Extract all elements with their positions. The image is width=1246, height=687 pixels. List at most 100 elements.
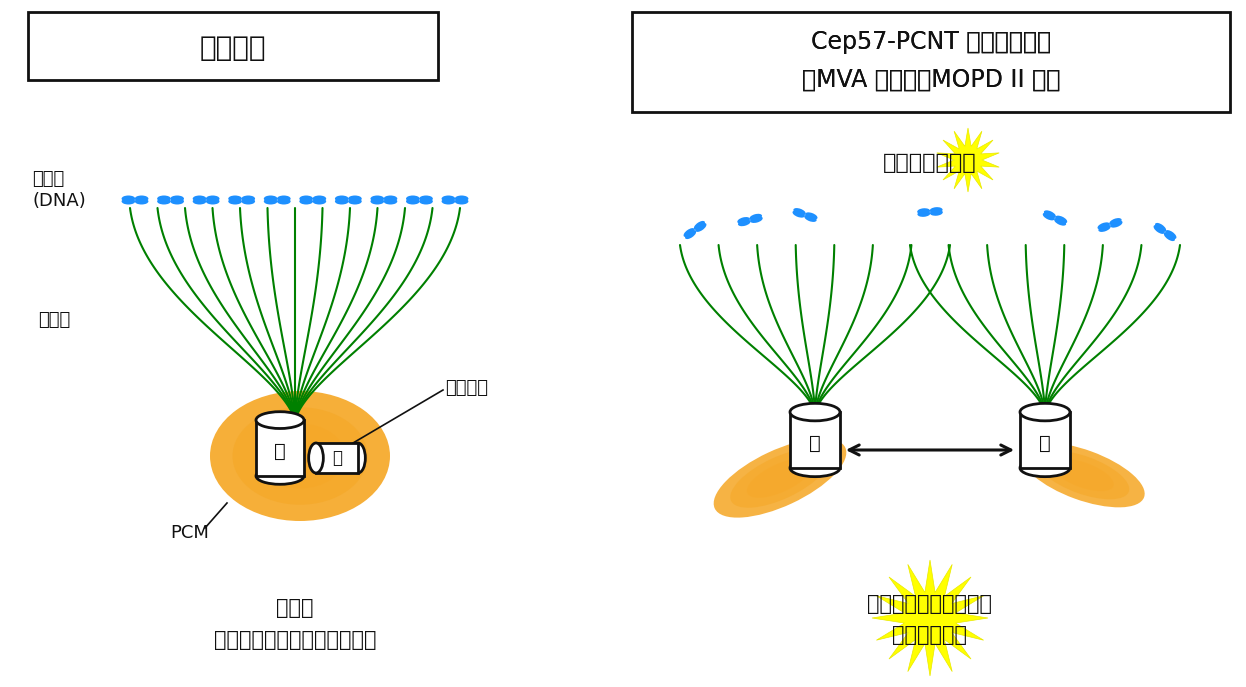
Ellipse shape xyxy=(1054,218,1067,225)
Ellipse shape xyxy=(794,208,806,215)
Ellipse shape xyxy=(685,230,697,239)
Text: 娘: 娘 xyxy=(331,449,341,467)
Ellipse shape xyxy=(419,196,432,202)
Text: 娘: 娘 xyxy=(1039,433,1050,453)
Ellipse shape xyxy=(790,403,840,421)
Ellipse shape xyxy=(277,196,290,202)
Text: 母・娘中心小体ペアと染色体: 母・娘中心小体ペアと染色体 xyxy=(214,630,376,650)
Ellipse shape xyxy=(441,199,455,205)
Text: 正常細胞: 正常細胞 xyxy=(199,34,267,62)
Ellipse shape xyxy=(309,443,324,473)
Ellipse shape xyxy=(171,199,184,205)
Ellipse shape xyxy=(122,199,136,205)
Ellipse shape xyxy=(277,199,290,205)
Ellipse shape xyxy=(206,199,219,205)
Ellipse shape xyxy=(335,199,349,205)
Ellipse shape xyxy=(313,196,326,202)
Ellipse shape xyxy=(1044,210,1055,218)
Ellipse shape xyxy=(233,407,368,505)
Ellipse shape xyxy=(255,423,345,488)
Text: Cep57-PCNT 複合体の異常: Cep57-PCNT 複合体の異常 xyxy=(811,30,1052,54)
Ellipse shape xyxy=(455,199,468,205)
Ellipse shape xyxy=(684,228,695,237)
Ellipse shape xyxy=(1099,225,1110,232)
Ellipse shape xyxy=(348,196,361,202)
Ellipse shape xyxy=(805,212,817,220)
Ellipse shape xyxy=(242,199,255,205)
Ellipse shape xyxy=(1020,403,1070,421)
Bar xyxy=(632,12,1230,112)
Ellipse shape xyxy=(313,199,326,205)
Text: PCM: PCM xyxy=(169,524,209,542)
Ellipse shape xyxy=(804,215,816,222)
Bar xyxy=(1020,412,1070,468)
Ellipse shape xyxy=(1052,459,1114,491)
Ellipse shape xyxy=(738,220,750,226)
Ellipse shape xyxy=(1098,223,1110,229)
Ellipse shape xyxy=(1022,442,1145,507)
Ellipse shape xyxy=(406,196,420,202)
Ellipse shape xyxy=(384,196,397,202)
Polygon shape xyxy=(872,560,988,676)
Bar xyxy=(27,12,439,80)
Ellipse shape xyxy=(930,210,943,216)
Ellipse shape xyxy=(730,449,830,508)
Ellipse shape xyxy=(171,196,184,202)
Ellipse shape xyxy=(750,216,763,223)
Ellipse shape xyxy=(695,223,706,232)
Ellipse shape xyxy=(419,199,432,205)
Ellipse shape xyxy=(206,196,219,202)
Ellipse shape xyxy=(370,196,384,202)
Ellipse shape xyxy=(157,196,171,202)
Ellipse shape xyxy=(441,196,455,202)
Bar xyxy=(255,420,304,476)
Ellipse shape xyxy=(1110,221,1123,227)
Ellipse shape xyxy=(255,467,304,484)
Ellipse shape xyxy=(746,458,814,498)
Ellipse shape xyxy=(242,196,255,202)
Ellipse shape xyxy=(1164,232,1175,241)
Ellipse shape xyxy=(193,199,207,205)
Ellipse shape xyxy=(255,412,304,429)
Ellipse shape xyxy=(792,210,805,218)
Text: 母: 母 xyxy=(809,433,821,453)
Ellipse shape xyxy=(406,199,420,205)
Ellipse shape xyxy=(1020,459,1070,477)
Ellipse shape xyxy=(1055,216,1068,223)
Text: 中心小体: 中心小体 xyxy=(445,379,488,397)
Ellipse shape xyxy=(348,199,361,205)
Ellipse shape xyxy=(714,438,846,517)
Text: 正常な: 正常な xyxy=(277,598,314,618)
Ellipse shape xyxy=(264,196,278,202)
Ellipse shape xyxy=(228,199,242,205)
Ellipse shape xyxy=(1165,230,1176,239)
Ellipse shape xyxy=(299,199,313,205)
Text: 紡錘体: 紡錘体 xyxy=(37,311,70,329)
Ellipse shape xyxy=(157,199,171,205)
Ellipse shape xyxy=(749,214,763,221)
Polygon shape xyxy=(937,128,999,192)
Ellipse shape xyxy=(335,196,349,202)
Ellipse shape xyxy=(264,199,278,205)
Ellipse shape xyxy=(930,207,942,213)
Ellipse shape xyxy=(122,196,136,202)
Ellipse shape xyxy=(694,221,705,230)
Text: 染色体
(DNA): 染色体 (DNA) xyxy=(32,170,86,210)
Text: Cep57-PCNT 複合体の異常: Cep57-PCNT 複合体の異常 xyxy=(811,30,1052,54)
Ellipse shape xyxy=(211,391,390,521)
Ellipse shape xyxy=(1109,218,1121,225)
Ellipse shape xyxy=(1037,451,1129,499)
Bar xyxy=(316,443,358,473)
Ellipse shape xyxy=(135,196,148,202)
Text: （MVA 症候群、MOPD II 病）: （MVA 症候群、MOPD II 病） xyxy=(802,68,1060,92)
Ellipse shape xyxy=(917,211,931,217)
Ellipse shape xyxy=(738,217,750,224)
Bar xyxy=(790,412,840,468)
Text: （早期分離）: （早期分離） xyxy=(892,625,967,645)
Ellipse shape xyxy=(1155,223,1166,232)
Ellipse shape xyxy=(350,443,365,473)
Text: 母: 母 xyxy=(274,442,285,460)
Text: 染色体分配異常: 染色体分配異常 xyxy=(883,153,977,173)
Ellipse shape xyxy=(370,199,384,205)
Ellipse shape xyxy=(299,196,313,202)
